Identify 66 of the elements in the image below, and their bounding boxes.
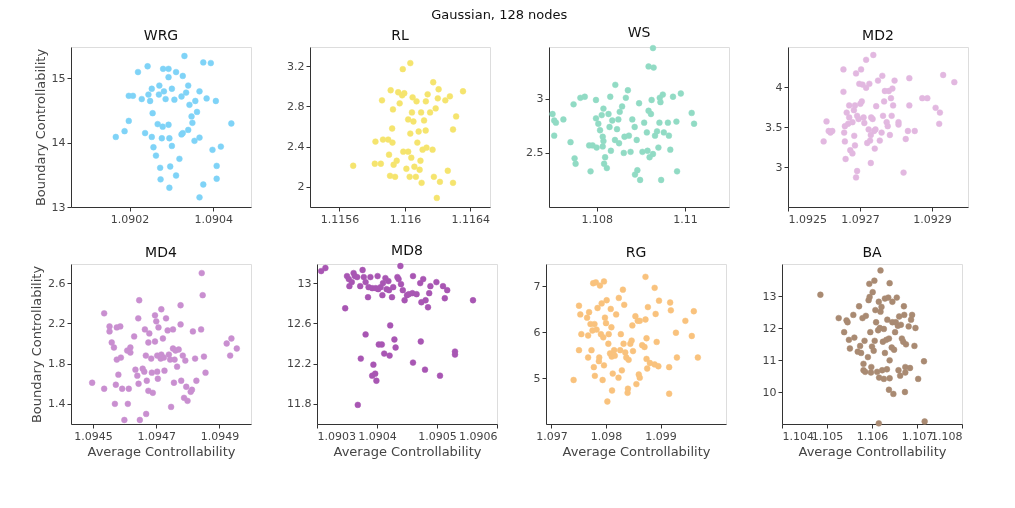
x-axis-title: Average Controllability	[562, 443, 711, 459]
y-tick-label: 3.2	[287, 59, 305, 73]
y-tick-label: 10	[762, 385, 777, 399]
x-tick-label: 1.099	[645, 429, 677, 443]
y-tick-label: 15	[51, 71, 66, 85]
x-axis-title: Average Controllability	[87, 443, 236, 459]
chart-title: MD2	[862, 27, 894, 43]
x-tick-label: 1.0949	[200, 429, 240, 443]
chart-title: RL	[391, 27, 409, 43]
y-tick-label: 7	[533, 279, 541, 293]
chart-title: MD8	[391, 242, 423, 259]
y-tick-label: 6	[533, 325, 541, 339]
x-tick-label: 1.106	[856, 429, 889, 443]
y-tick-label: 11	[762, 353, 777, 367]
y-tick-label: 11.8	[287, 397, 312, 411]
x-tick-label: 1.1156	[320, 212, 360, 226]
y-tick-label: 2.4	[287, 140, 305, 154]
chart-title: MD4	[145, 244, 177, 260]
y-tick-label: 1.8	[48, 357, 66, 371]
y-tick-label: 12.6	[287, 316, 312, 330]
x-axis-title: Average Controllability	[333, 443, 482, 459]
y-tick-label: 5	[533, 371, 541, 385]
x-tick-label: 1.0929	[913, 212, 952, 226]
x-tick-label: 1.104	[782, 429, 814, 443]
chart-title: RG	[625, 244, 647, 260]
x-tick-label: 1.0927	[841, 212, 880, 226]
x-tick-label: 1.108	[581, 212, 613, 226]
y-tick-label: 3	[775, 160, 783, 174]
chart-title: BA	[862, 244, 883, 260]
y-tick-label: 2.5	[526, 146, 544, 160]
y-tick-label: 2.8	[287, 99, 305, 113]
x-tick-label: 1.0905	[418, 429, 457, 443]
x-tick-label: 1.116	[389, 212, 422, 226]
x-tick-label: 1.097	[536, 429, 568, 443]
x-tick-label: 1.0904	[194, 212, 234, 226]
x-tick-label: 1.0902	[110, 212, 150, 226]
y-tick-label: 2.6	[48, 276, 66, 290]
y-tick-label: 12.2	[287, 357, 312, 371]
x-axis-title: Average Controllability	[798, 443, 947, 459]
text: Gaussian, 128 nodes	[431, 6, 568, 22]
y-tick-label: 1.4	[48, 397, 66, 411]
x-tick-label: 1.11	[673, 212, 698, 226]
x-tick-label: 1.1164	[451, 212, 491, 226]
y-tick-label: 4	[775, 80, 783, 94]
chart-title: WS	[627, 24, 651, 41]
x-tick-label: 1.0903	[317, 429, 356, 443]
x-tick-label: 1.108	[931, 429, 963, 443]
y-axis-title: Boundary Controllability	[29, 265, 45, 424]
y-tick-label: 3	[536, 92, 544, 106]
y-tick-label: 14	[51, 136, 66, 150]
chart-title: WRG	[143, 27, 179, 43]
y-tick-label: 13	[51, 200, 66, 214]
x-tick-label: 1.0925	[788, 212, 827, 226]
x-tick-label: 1.0904	[358, 429, 397, 443]
x-tick-label: 1.0945	[74, 429, 113, 443]
y-tick-label: 12	[762, 321, 777, 335]
x-tick-label: 1.0906	[459, 429, 498, 443]
y-tick-label: 3.5	[765, 120, 783, 134]
x-tick-label: 1.098	[590, 429, 623, 443]
x-tick-label: 1.0947	[137, 429, 177, 443]
y-tick-label: 2.2	[48, 316, 66, 330]
y-axis-title: Boundary Controllability	[32, 48, 48, 207]
y-tick-label: 13	[297, 276, 312, 290]
y-tick-label: 2	[297, 180, 305, 194]
x-tick-label: 1.107	[901, 429, 934, 443]
y-tick-label: 13	[762, 289, 777, 303]
